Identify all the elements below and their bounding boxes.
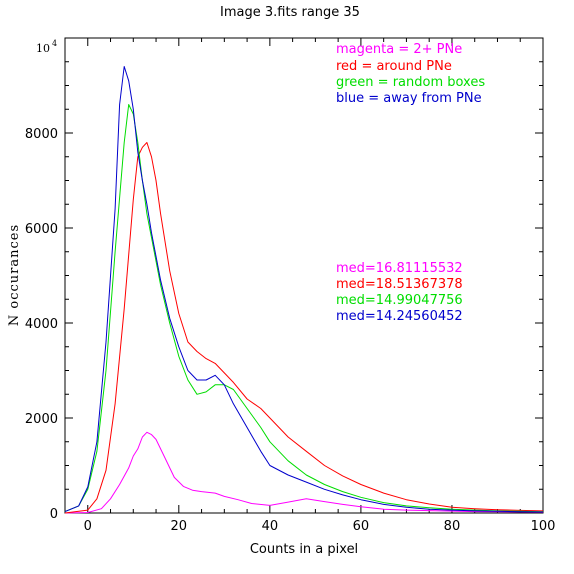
median-annotations: med=16.81115532 med=18.51367378 med=14.9… [336,261,463,324]
median-green: med=14.99047756 [336,293,463,308]
legend-entry-blue: blue = away from PNe [336,91,482,106]
series-line-magenta [64,431,544,514]
median-red: med=18.51367378 [336,277,463,292]
chart-title: Image 3.fits range 35 [220,5,360,20]
legend: magenta = 2+ PNe red = around PNe green … [336,42,485,106]
x-tick-label: 20 [171,519,188,534]
y-axis-ticks: 0 2000 4000 6000 8000 [25,61,543,522]
x-axis-ticks: 0 20 40 60 80 100 [64,38,556,534]
legend-entry-red: red = around PNe [336,59,452,74]
median-magenta: med=16.81115532 [336,261,463,276]
y-exponent-base: 10 [36,42,50,55]
x-tick-label: 80 [444,519,461,534]
legend-entry-green: green = random boxes [336,75,485,90]
x-tick-label: 0 [84,519,92,534]
x-tick-label: 60 [353,519,370,534]
y-tick-label: 8000 [25,127,58,142]
y-tick-label: 0 [50,507,58,522]
y-tick-label: 2000 [25,412,58,427]
plot-frame [64,37,544,514]
y-axis-label: N occurances [7,224,22,326]
series-line-blue [64,66,544,513]
median-blue: med=14.24560452 [336,309,463,324]
x-tick-label: 40 [262,519,279,534]
x-axis-label: Counts in a pixel [250,542,358,557]
series-line-red [64,142,544,514]
y-tick-label: 6000 [25,222,58,237]
x-tick-label: 100 [531,519,556,534]
y-exponent-power: 4 [52,39,57,48]
series-group [64,66,544,514]
legend-entry-magenta: magenta = 2+ PNe [336,42,462,57]
y-tick-label: 4000 [25,317,58,332]
series-line-green [64,104,544,513]
